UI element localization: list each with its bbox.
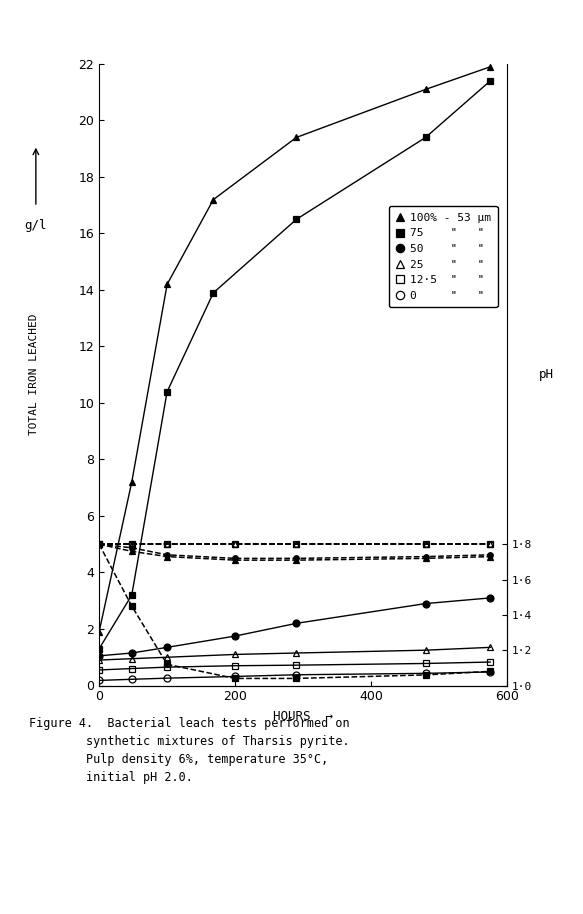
Y-axis label: pH: pH [539, 368, 554, 381]
Text: g/l: g/l [24, 219, 47, 232]
Y-axis label: TOTAL IRON LEACHED: TOTAL IRON LEACHED [30, 314, 40, 435]
Legend: 100% - 53 μm, 75    "   ", 50    "   ", 25    "   ", 12·5  "   ", 0     "   ": 100% - 53 μm, 75 " ", 50 " ", 25 " ", 12… [389, 207, 497, 307]
X-axis label: HOURS  →: HOURS → [273, 710, 333, 723]
Text: Figure 4.  Bacterial leach tests performed on
        synthetic mixtures of Thar: Figure 4. Bacterial leach tests performe… [29, 717, 350, 784]
